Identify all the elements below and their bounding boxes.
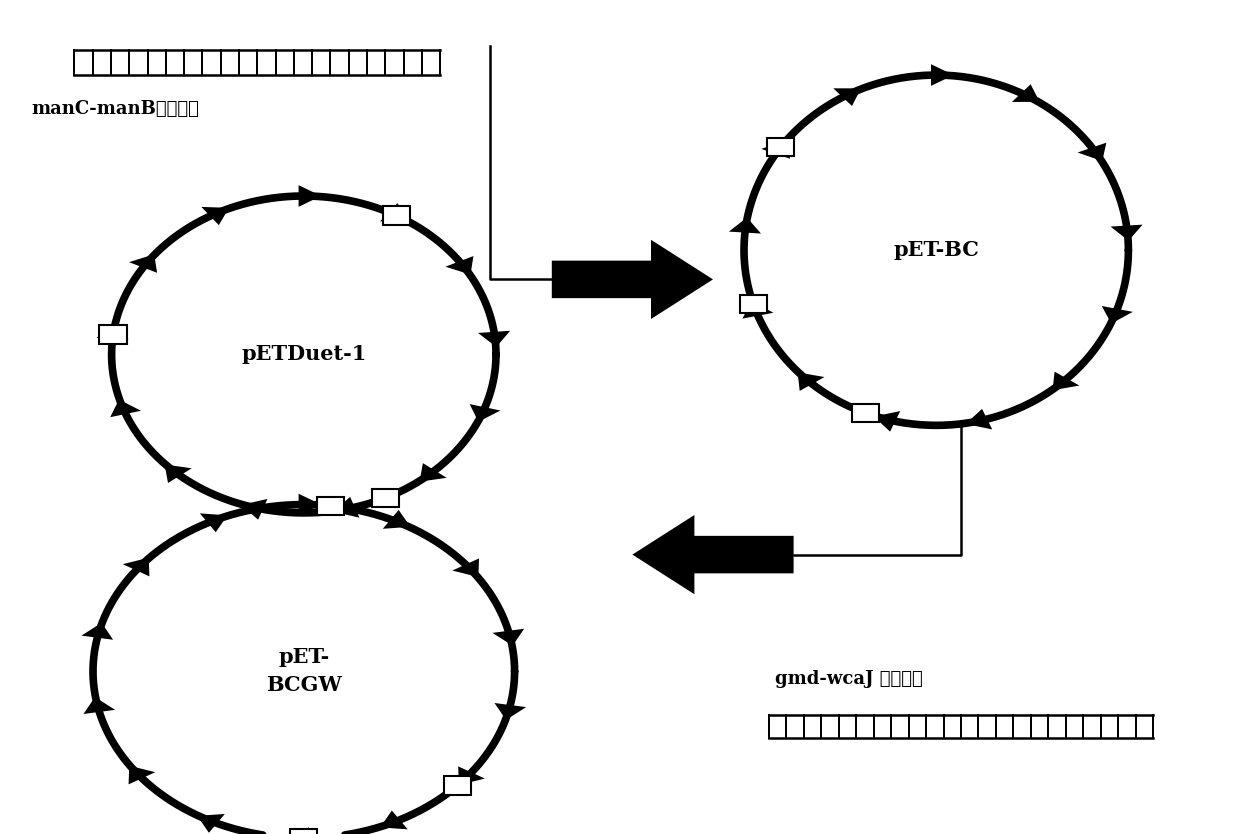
Polygon shape [200, 514, 227, 532]
Polygon shape [379, 203, 408, 221]
Polygon shape [1078, 143, 1106, 161]
Polygon shape [419, 463, 446, 482]
Polygon shape [299, 185, 321, 207]
Polygon shape [479, 331, 510, 347]
Polygon shape [1111, 224, 1142, 241]
Bar [316, 497, 343, 515]
Bar [290, 829, 317, 834]
Polygon shape [110, 399, 141, 417]
Polygon shape [286, 827, 309, 834]
Polygon shape [383, 510, 410, 529]
Polygon shape [381, 811, 408, 829]
Polygon shape [931, 64, 954, 86]
Polygon shape [123, 558, 149, 576]
FancyArrow shape [552, 240, 713, 319]
Polygon shape [165, 465, 192, 483]
Text: gmd-wcaJ 基因片段: gmd-wcaJ 基因片段 [775, 670, 923, 688]
Text: pET-
BCGW: pET- BCGW [265, 647, 342, 696]
Polygon shape [492, 629, 525, 646]
Polygon shape [82, 623, 113, 640]
Polygon shape [1053, 372, 1079, 390]
Polygon shape [459, 766, 485, 785]
Polygon shape [470, 404, 501, 422]
Polygon shape [242, 499, 268, 520]
Polygon shape [1012, 84, 1039, 102]
Bar [99, 325, 126, 344]
Polygon shape [453, 559, 479, 577]
Polygon shape [966, 409, 992, 430]
Bar [768, 138, 795, 157]
Polygon shape [743, 301, 774, 319]
Bar [372, 489, 399, 507]
Text: pET-BC: pET-BC [893, 240, 980, 260]
Polygon shape [129, 254, 157, 273]
FancyArrow shape [632, 515, 794, 594]
Polygon shape [97, 324, 129, 340]
Polygon shape [445, 256, 474, 274]
Polygon shape [83, 697, 115, 714]
Polygon shape [874, 411, 900, 432]
Bar [852, 404, 879, 422]
Polygon shape [201, 207, 229, 225]
Bar [444, 776, 471, 795]
Text: manC-manB基因片段: manC-manB基因片段 [31, 100, 198, 118]
Polygon shape [299, 494, 321, 515]
Polygon shape [1102, 306, 1133, 324]
Polygon shape [761, 140, 790, 158]
Polygon shape [495, 703, 526, 720]
Polygon shape [797, 372, 825, 391]
Polygon shape [129, 766, 155, 784]
Bar [383, 207, 410, 225]
Text: pETDuet-1: pETDuet-1 [241, 344, 367, 364]
Polygon shape [833, 88, 861, 106]
Bar [740, 295, 768, 314]
Polygon shape [729, 218, 761, 234]
Polygon shape [334, 497, 360, 518]
Polygon shape [197, 814, 224, 833]
